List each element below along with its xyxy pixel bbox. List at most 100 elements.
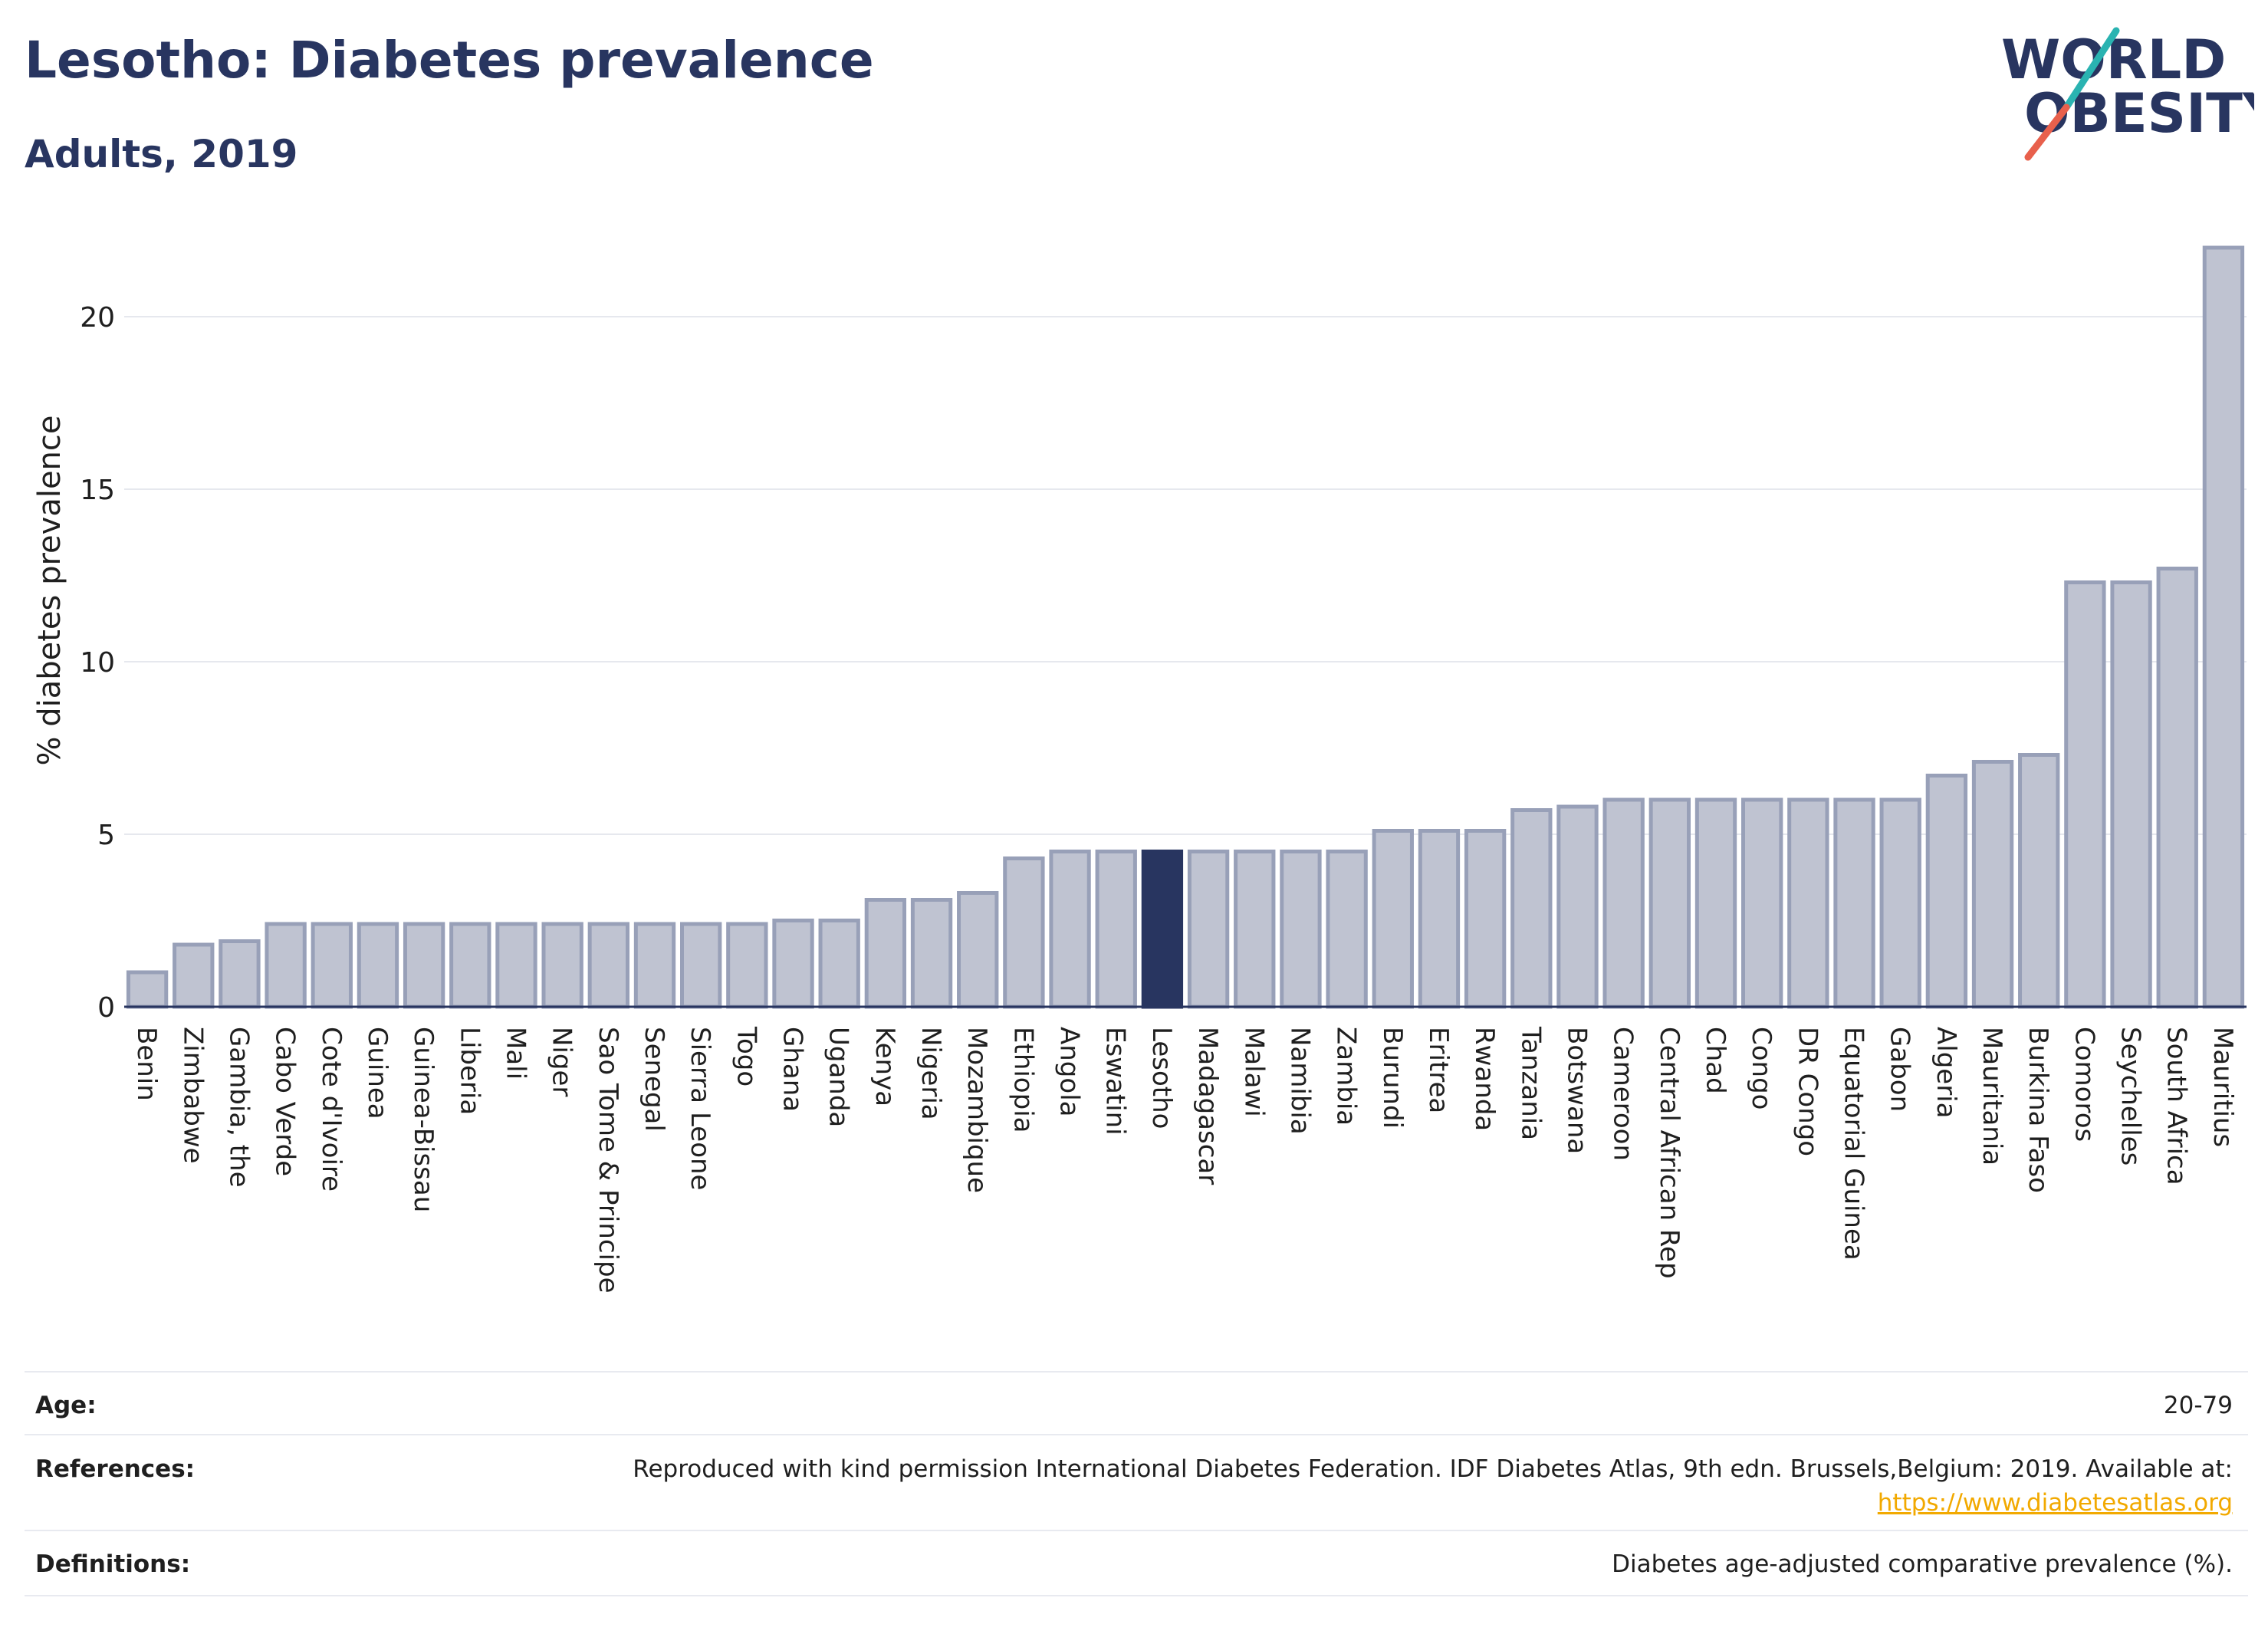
x-tick-label: Equatorial Guinea (1839, 1027, 1869, 1261)
bar (1556, 804, 1599, 1009)
bar (1003, 856, 1045, 1009)
bar (2064, 580, 2106, 1009)
x-tick-label: Niger (547, 1027, 577, 1096)
bar (1049, 850, 1091, 1009)
x-tick-label: Sierra Leone (685, 1027, 715, 1190)
age-label: Age: (35, 1392, 97, 1419)
bar (2110, 580, 2152, 1009)
meta-divider-references (25, 1530, 2248, 1531)
x-tick-label: Cabo Verde (270, 1027, 301, 1176)
bar (2156, 567, 2198, 1009)
x-tick-label: Benin (131, 1027, 162, 1101)
y-tick-label: 20 (80, 302, 115, 334)
x-tick-label: Nigeria (915, 1027, 946, 1120)
x-tick-label: Lesotho (1146, 1027, 1177, 1129)
x-tick-label: DR Congo (1792, 1027, 1823, 1156)
x-tick-label: Uganda (823, 1027, 854, 1127)
bar (2202, 245, 2245, 1009)
bar (1187, 850, 1230, 1009)
bar (311, 922, 353, 1009)
bar (357, 922, 399, 1009)
definitions-label: Definitions: (35, 1550, 191, 1578)
x-tick-label: Comoros (2069, 1027, 2099, 1142)
x-tick-label: Namibia (1284, 1027, 1315, 1135)
x-tick-label: Tanzania (1515, 1026, 1546, 1140)
x-tick-label: Eswatini (1100, 1027, 1131, 1136)
bar (1280, 850, 1322, 1009)
meta-divider-top (25, 1371, 2248, 1373)
bar (1372, 829, 1414, 1009)
bar (173, 942, 215, 1009)
bar (265, 922, 307, 1009)
bar (541, 922, 583, 1009)
x-tick-label: Malawi (1238, 1027, 1269, 1117)
bar (1925, 774, 1968, 1009)
references-label: References: (35, 1455, 196, 1483)
y-tick-label: 0 (97, 992, 115, 1024)
x-tick-label: Eritrea (1423, 1027, 1454, 1113)
bar (772, 919, 814, 1009)
chart-subtitle: Adults, 2019 (25, 132, 298, 176)
x-tick-label: Rwanda (1469, 1027, 1500, 1131)
y-axis-label: % diabetes prevalence (32, 415, 67, 765)
x-tick-label: Zimbabwe (177, 1027, 208, 1164)
bar (818, 919, 860, 1009)
world-obesity-logo-icon: WORLD OBESITY (2001, 27, 2254, 161)
bar (1234, 850, 1276, 1009)
bar (680, 922, 722, 1009)
bar (1741, 797, 1783, 1009)
bar (1971, 760, 2014, 1009)
bar (219, 939, 261, 1009)
x-tick-label: Guinea (362, 1027, 393, 1119)
meta-divider-age (25, 1434, 2248, 1435)
bar (1418, 829, 1461, 1009)
x-tick-label: Cameroon (1608, 1027, 1639, 1161)
x-tick-label: South Africa (2161, 1027, 2192, 1185)
bar (1510, 808, 1553, 1009)
bar (910, 898, 953, 1009)
bar (1833, 797, 1875, 1009)
bar (1602, 797, 1645, 1009)
x-tick-label: Sao Tome & Principe (593, 1027, 623, 1294)
definitions-value: Diabetes age-adjusted comparative preval… (1612, 1550, 2233, 1578)
bar (1095, 850, 1137, 1009)
x-tick-label: Zambia (1331, 1027, 1362, 1126)
x-tick-label: Senegal (639, 1027, 669, 1132)
x-tick-label: Liberia (454, 1027, 485, 1115)
x-tick-label: Togo (731, 1026, 761, 1087)
x-tick-label: Chad (1700, 1027, 1731, 1094)
meta-row-references: References: Reproduced with kind permiss… (25, 1455, 2248, 1524)
y-tick-label: 5 (97, 820, 115, 851)
x-tick-label: Mauritius (2207, 1027, 2238, 1147)
bar (126, 970, 169, 1009)
x-tick-label: Congo (1746, 1027, 1777, 1110)
bar (1879, 797, 1921, 1009)
chart-title: Lesotho: Diabetes prevalence (25, 31, 874, 90)
x-tick-label: Burundi (1377, 1027, 1408, 1129)
bar (1464, 829, 1507, 1009)
bar (1787, 797, 1829, 1009)
x-tick-labels: Benin Zimbabwe Gambia, the Cabo Verde Cote d… (131, 1026, 2238, 1294)
grid-lines (124, 316, 2247, 835)
bar (449, 922, 491, 1009)
x-tick-label: Gabon (1885, 1027, 1915, 1112)
x-tick-label: Angola (1054, 1027, 1085, 1116)
bar (1648, 797, 1691, 1009)
x-tick-label: Mali (500, 1027, 531, 1080)
references-link[interactable]: https://www.diabetesatlas.org (1877, 1489, 2233, 1517)
x-tick-label: Gambia, the (223, 1027, 254, 1188)
x-tick-label: Burkina Faso (2023, 1027, 2053, 1193)
y-tick-labels: 0 5 10 15 20 (80, 302, 115, 1024)
bar (1694, 797, 1737, 1009)
x-tick-label: Madagascar (1192, 1027, 1223, 1185)
x-tick-label: Mozambique (961, 1027, 992, 1193)
bar-highlight (1141, 850, 1184, 1009)
bar (2018, 753, 2060, 1009)
x-tick-label: Kenya (869, 1027, 900, 1106)
y-tick-label: 15 (80, 475, 115, 506)
x-tick-label: Seychelles (2115, 1027, 2146, 1165)
x-tick-label: Algeria (1931, 1027, 1961, 1118)
x-tick-label: Ghana (777, 1027, 808, 1112)
bar-chart: 0 5 10 15 20 Benin Zimbabwe Gambia, the Cabo Ve… (32, 245, 2247, 1294)
bar (587, 922, 629, 1009)
